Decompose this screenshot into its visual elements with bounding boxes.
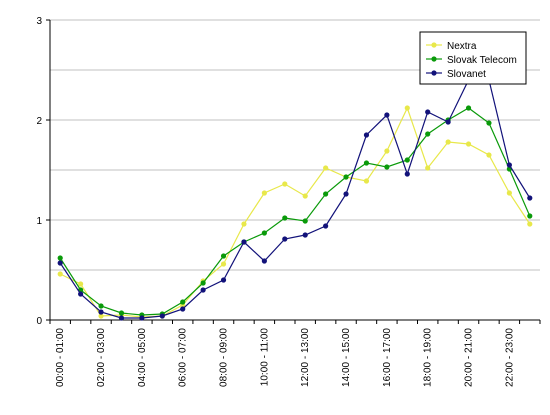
data-point xyxy=(527,221,533,227)
legend-swatch-marker xyxy=(431,56,437,62)
legend-label: Slovak Telecom xyxy=(447,55,517,66)
data-point xyxy=(302,232,308,238)
data-point xyxy=(241,239,247,245)
data-point xyxy=(57,271,63,277)
x-tick-label: 04:00 - 05:00 xyxy=(137,328,148,387)
data-point xyxy=(404,171,410,177)
data-point xyxy=(180,306,186,312)
legend-label: Nextra xyxy=(447,41,477,52)
series-line xyxy=(59,107,531,316)
data-point xyxy=(486,152,492,158)
data-point xyxy=(98,303,104,309)
y-tick-label: 2 xyxy=(36,116,42,127)
data-point xyxy=(98,309,104,315)
y-tick-label: 0 xyxy=(36,316,42,327)
data-point xyxy=(220,253,227,259)
data-point xyxy=(384,148,390,154)
x-tick-label: 22:00 - 23:00 xyxy=(504,328,515,387)
x-tick-label: 16:00 - 17:00 xyxy=(382,328,393,387)
legend-swatch-marker xyxy=(431,70,437,76)
x-tick-label: 00:00 - 01:00 xyxy=(55,328,66,387)
series-nextra xyxy=(57,105,533,320)
data-point xyxy=(302,218,308,224)
axes: 0 1 2 3 00:00 - 01:00 02:00 - 03:00 04:00 - 05… xyxy=(36,16,541,387)
legend-swatch-marker xyxy=(431,42,437,48)
x-tick-label: 14:00 - 15:00 xyxy=(341,328,352,387)
data-point xyxy=(98,313,104,319)
data-point xyxy=(527,195,533,201)
data-point xyxy=(404,105,410,111)
data-point xyxy=(200,280,206,286)
data-point xyxy=(363,132,370,138)
data-point xyxy=(384,164,390,170)
x-tick-label: 20:00 - 21:00 xyxy=(464,328,475,387)
data-point xyxy=(363,160,370,166)
data-point xyxy=(261,230,267,236)
data-point xyxy=(118,310,125,316)
data-point xyxy=(465,105,472,111)
data-point xyxy=(384,112,390,118)
series-slovak-telecom xyxy=(57,105,533,318)
data-point xyxy=(241,221,247,227)
series-line xyxy=(59,79,531,319)
y-tick-label: 3 xyxy=(36,16,42,27)
data-point xyxy=(363,178,370,184)
data-point xyxy=(445,139,451,145)
data-point xyxy=(220,277,227,283)
y-tick-label: 1 xyxy=(36,216,42,227)
data-point xyxy=(282,181,288,187)
data-point xyxy=(261,258,267,264)
x-tick-label: 02:00 - 03:00 xyxy=(96,328,107,387)
data-point xyxy=(180,299,186,305)
data-point xyxy=(527,213,533,219)
legend: Nextra Slovak Telecom Slovanet xyxy=(419,31,527,85)
data-point xyxy=(282,215,288,221)
data-point xyxy=(323,191,329,197)
data-point xyxy=(343,174,349,180)
data-point xyxy=(425,131,431,137)
data-point xyxy=(506,190,512,196)
data-point xyxy=(57,255,63,261)
data-point xyxy=(425,109,431,115)
data-point xyxy=(282,236,288,242)
data-point xyxy=(57,260,63,266)
x-tick-label: 18:00 - 19:00 xyxy=(423,328,434,387)
data-point xyxy=(139,315,145,321)
data-point xyxy=(486,120,492,126)
data-point xyxy=(78,281,84,287)
x-tick-label: 12:00 - 13:00 xyxy=(300,328,311,387)
data-point xyxy=(220,261,227,267)
data-point xyxy=(465,141,472,147)
data-point xyxy=(425,165,431,171)
data-point xyxy=(506,162,512,168)
data-point xyxy=(404,157,410,163)
legend-box xyxy=(419,31,527,85)
grid-lines xyxy=(50,19,540,271)
x-tick-label: 08:00 - 09:00 xyxy=(219,328,230,387)
data-point xyxy=(445,119,451,125)
x-tick-label: 10:00 - 11:00 xyxy=(259,328,270,387)
series-lines xyxy=(57,77,533,321)
series-line xyxy=(59,106,531,318)
data-point xyxy=(159,313,165,319)
data-point xyxy=(200,287,206,293)
data-point xyxy=(343,191,349,197)
data-point xyxy=(118,315,125,321)
data-point xyxy=(323,165,329,171)
data-point xyxy=(261,190,267,196)
data-point xyxy=(302,193,308,199)
data-point xyxy=(323,223,329,229)
x-tick-label: 06:00 - 07:00 xyxy=(178,328,189,387)
legend-label: Slovanet xyxy=(447,69,486,80)
series-slovanet xyxy=(57,77,533,321)
data-point xyxy=(78,291,84,297)
